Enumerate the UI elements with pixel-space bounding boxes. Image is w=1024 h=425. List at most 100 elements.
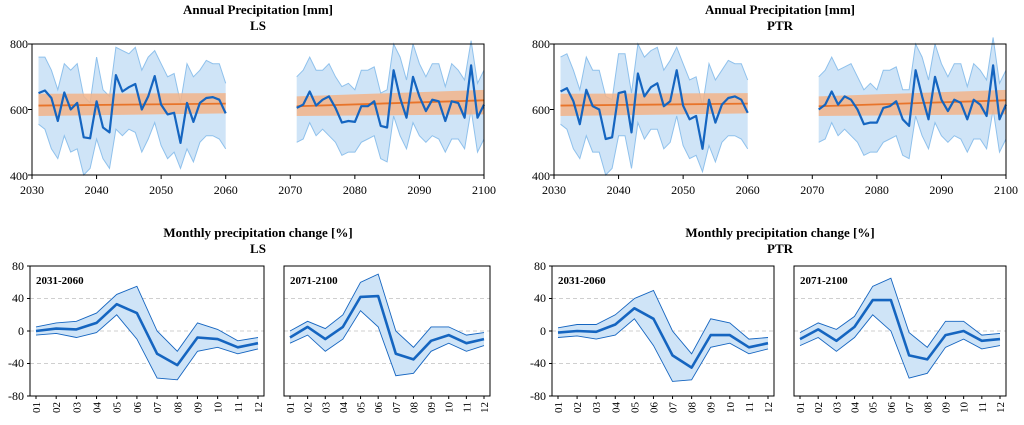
monthly-ls-mean-line <box>289 294 485 361</box>
monthly-ptr-xtick-label: 10 <box>725 402 737 414</box>
monthly-ls-xtick-label: 09 <box>193 402 205 414</box>
monthly-ptr-panel-1: 2031-2060 01 02 03 04 05 06 07 08 09 10 11 12 <box>549 265 775 414</box>
monthly-ls-subtitle: LS <box>250 241 266 256</box>
annual-ptr-ensemble-mean <box>818 64 1008 127</box>
annual-ls-xtick: 2080 <box>343 183 367 197</box>
monthly-ls-xtick-label: 10 <box>444 402 456 414</box>
annual-ptr-xtick: 2060 <box>736 183 760 197</box>
annual-ls-ensemble-lower <box>38 121 227 176</box>
monthly-ptr-upper-line <box>557 289 769 355</box>
monthly-ls-xtick-label: 04 <box>92 402 104 414</box>
annual-ptr-xtick: 2030 <box>542 183 566 197</box>
monthly-ptr-xtick-label: 08 <box>922 402 934 414</box>
annual-ptr-ensemble-mean <box>559 69 749 150</box>
monthly-ptr-lower-line <box>799 314 1001 379</box>
annual-ls-xtick: 2060 <box>214 183 238 197</box>
monthly-ls-period-1: 2031-2060 <box>36 275 84 287</box>
monthly-ls-xtick-label: 06 <box>373 402 385 414</box>
monthly-ls-ytick: 40 <box>12 291 24 305</box>
monthly-ls-xtick-label: 07 <box>391 402 403 414</box>
annual-ls-ensemble-lower <box>296 109 485 163</box>
annual-ls-ytick: 800 <box>10 37 28 51</box>
monthly-ptr-xtick-label: 01 <box>553 402 565 413</box>
monthly-ls-panel-2: 2071-2100 01 02 03 04 05 06 07 08 09 10 11 12 <box>283 265 491 414</box>
annual-ls-title: Annual Precipitation [mm] <box>183 2 333 17</box>
monthly-ptr-xtick-label: 04 <box>610 402 622 414</box>
monthly-ptr-title: Monthly precipitation change [%] <box>685 225 874 240</box>
monthly-ls-ytick: -80 <box>8 389 24 403</box>
monthly-ptr-upper-line <box>799 277 1001 348</box>
monthly-ptr-lower-line <box>557 318 769 382</box>
annual-ls-ensemble-upper <box>296 40 485 94</box>
monthly-ptr-xtick-label: 07 <box>668 402 680 414</box>
annual-ptr-plot <box>550 37 1008 179</box>
annual-ls-subtitle: LS <box>250 18 266 33</box>
annual-ls-xtick: 2090 <box>407 183 431 197</box>
monthly-ls-xtick-label: 07 <box>152 402 164 414</box>
annual-ptr-ensemble-lower <box>560 115 749 176</box>
monthly-ls-xtick-label: 08 <box>172 402 184 414</box>
monthly-ptr-xtick-label: 10 <box>959 402 971 414</box>
annual-ptr-frame <box>553 43 1007 176</box>
annual-ptr-ytick: 600 <box>532 103 550 117</box>
monthly-ls-xtick-label: 01 <box>285 402 297 413</box>
monthly-ls-xtick-label: 02 <box>303 402 315 413</box>
annual-ls-xtick: 2100 <box>472 183 496 197</box>
annual-ptr-xtick: 2050 <box>671 183 695 197</box>
annual-ptr-xtick: 2090 <box>929 183 953 197</box>
monthly-ptr-xtick-label: 06 <box>649 402 661 414</box>
monthly-ls-mean-line <box>35 302 259 367</box>
monthly-ls-lower-line <box>35 314 259 381</box>
monthly-ls-upper-line <box>289 273 485 348</box>
monthly-ptr-xtick-label: 05 <box>629 402 641 414</box>
annual-ptr-ytick: 400 <box>532 169 550 183</box>
monthly-ls-xtick-label: 06 <box>132 402 144 414</box>
annual-ls-ensemble-upper <box>38 46 227 104</box>
monthly-ls-xtick-label: 02 <box>51 402 63 413</box>
monthly-ptr-ytick: 0 <box>540 324 546 338</box>
monthly-ptr-mean-line <box>799 298 1001 361</box>
monthly-ls-ytick: 80 <box>12 259 24 273</box>
monthly-ptr-xtick-label: 09 <box>706 402 718 414</box>
monthly-ls-ytick: -40 <box>8 356 24 370</box>
monthly-ptr-ytick: 80 <box>534 259 546 273</box>
monthly-ptr-xtick-label: 06 <box>886 402 898 414</box>
annual-ls-xtick: 2040 <box>85 183 109 197</box>
monthly-ls-xtick-label: 05 <box>112 402 124 414</box>
monthly-ls-xtick-label: 05 <box>356 402 368 414</box>
monthly-ls-ytick: 0 <box>18 324 24 338</box>
annual-ptr-ensemble-upper <box>560 42 749 107</box>
monthly-ls-period-2: 2071-2100 <box>290 275 338 287</box>
annual-ls-ensemble-mean <box>296 64 485 129</box>
annual-ls-xtick: 2030 <box>20 183 44 197</box>
monthly-ptr-xtick-label: 03 <box>831 402 843 414</box>
monthly-ptr-xtick-label: 01 <box>795 402 807 413</box>
monthly-ptr-xtick-label: 12 <box>995 402 1007 413</box>
monthly-ptr-mean-line <box>557 307 769 369</box>
monthly-ls-chart: Monthly precipitation change [%] LS 80 4… <box>8 225 491 413</box>
annual-ls-ensemble-mean <box>38 74 227 144</box>
annual-ptr-xtick: 2040 <box>607 183 631 197</box>
monthly-ls-xtick-label: 04 <box>338 402 350 414</box>
monthly-ptr-period-2: 2071-2100 <box>800 275 848 287</box>
monthly-ptr-xtick-label: 12 <box>763 402 775 413</box>
monthly-ls-xtick-label: 12 <box>479 402 491 413</box>
monthly-ls-xtick-label: 03 <box>320 402 332 414</box>
monthly-ptr-xtick-label: 08 <box>687 402 699 414</box>
monthly-ptr-xtick-label: 11 <box>744 402 756 413</box>
monthly-ls-xtick-label: 03 <box>71 402 83 414</box>
annual-ptr-chart: Annual Precipitation [mm] PTR 800 600 40… <box>532 2 1018 197</box>
monthly-ptr-xtick-label: 11 <box>977 402 989 413</box>
monthly-ptr-xtick-label: 07 <box>904 402 916 414</box>
annual-ls-frame <box>31 43 485 176</box>
monthly-ls-lower-line <box>289 310 485 377</box>
annual-ptr-xtick: 2080 <box>865 183 889 197</box>
annual-ls-xtick: 2070 <box>278 183 302 197</box>
annual-ls-plot <box>28 40 485 179</box>
monthly-ptr-ytick: 40 <box>534 291 546 305</box>
monthly-ptr-ytick: -80 <box>530 389 546 403</box>
monthly-ls-panel-1: 2031-2060 01 02 03 04 05 06 07 08 09 10 11 12 <box>27 265 265 414</box>
monthly-ls-xtick-label: 08 <box>409 402 421 414</box>
monthly-ptr-period-1: 2031-2060 <box>558 275 606 287</box>
